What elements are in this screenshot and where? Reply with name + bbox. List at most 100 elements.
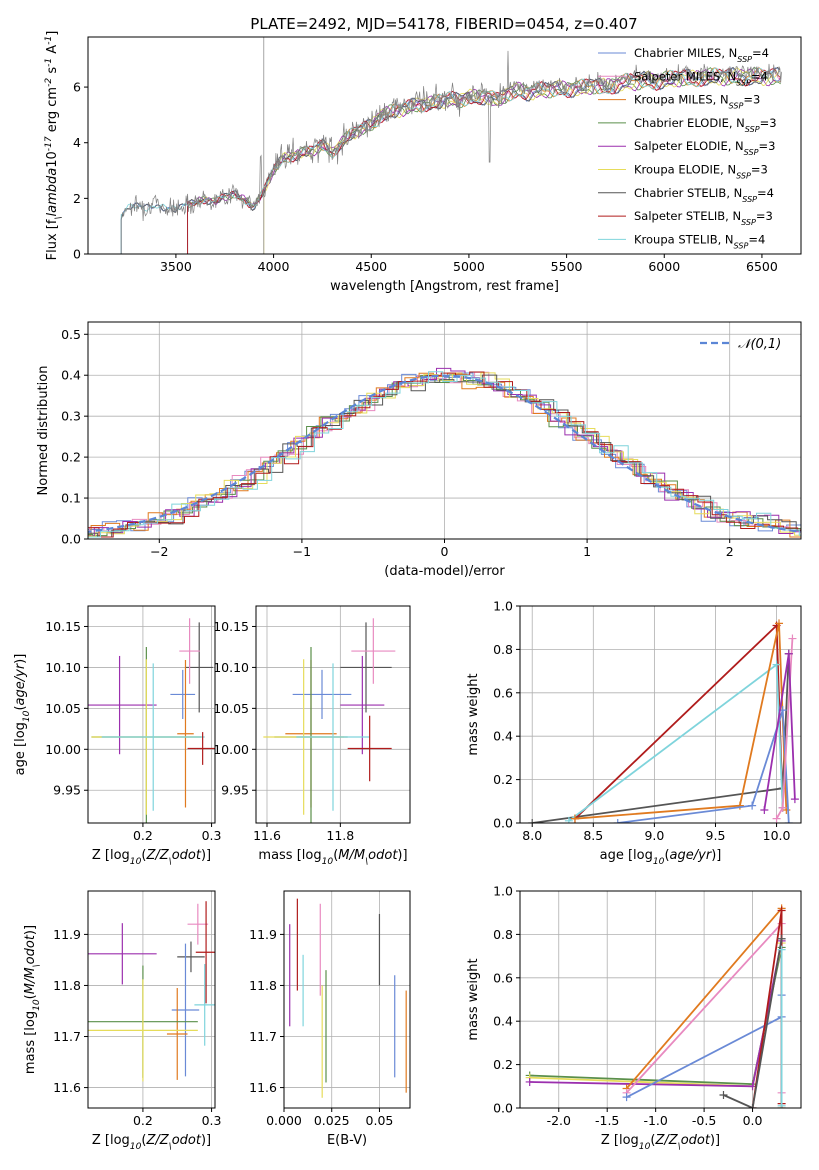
x-tick-label: 11.6 — [253, 828, 281, 843]
axes-frame — [87, 605, 216, 824]
figure-title: PLATE=2492, MJD=54178, FIBERID=0454, z=0… — [250, 15, 637, 33]
y-tick-label: 4 — [73, 135, 81, 150]
mass-weight-line — [617, 709, 790, 823]
plot-area — [263, 618, 396, 823]
axes-frame — [87, 890, 216, 1109]
x-tick-label: -2.0 — [547, 1113, 571, 1128]
x-tick-label: −2 — [150, 544, 168, 559]
y-tick-label: 0.6 — [493, 970, 513, 985]
mass-weight-marker — [777, 1101, 786, 1108]
y-tick-label: 9.95 — [221, 783, 249, 798]
y-axis-label: age [log10(age/yr)] — [13, 654, 32, 776]
x-tick-label: 3500 — [160, 259, 192, 274]
x-tick-label: 5500 — [551, 259, 583, 274]
x-tick-label: 0 — [441, 544, 449, 559]
mass-weight-marker — [772, 814, 781, 823]
x-tick-label: 9.5 — [706, 828, 726, 843]
mass-weight-marker — [777, 934, 786, 943]
mass-weight-marker — [777, 906, 786, 915]
y-tick-label: 10.15 — [213, 619, 249, 634]
mass-weight-marker — [622, 1093, 631, 1102]
x-axis-label: (data-model)/error — [384, 564, 505, 579]
y-tick-label: 0.0 — [61, 532, 81, 547]
y-tick-label: 11.9 — [53, 927, 81, 942]
axes-frame — [519, 890, 802, 1109]
y-tick-label: 11.7 — [249, 1029, 277, 1044]
x-tick-label: 10.0 — [763, 828, 791, 843]
mass-weight-marker — [778, 803, 787, 812]
x-tick-label: 5000 — [453, 259, 485, 274]
mass-weight-line — [568, 662, 784, 822]
mass-weight-marker — [735, 801, 744, 810]
mass-weight-marker — [613, 819, 622, 823]
y-tick-label: 0.8 — [493, 927, 513, 942]
y-tick-label: 0.6 — [493, 685, 513, 700]
mass-weight-marker — [790, 795, 799, 804]
mass-weight-marker — [748, 801, 757, 810]
spectrum-legend: Chabrier MILES, NSSP=4 Salpeter MILES, NS… — [598, 46, 777, 250]
plot-area — [88, 618, 215, 823]
x-tick-label: −1 — [293, 544, 311, 559]
y-tick-label: 0.2 — [493, 1057, 513, 1072]
observed-spectrum-line — [120, 50, 782, 254]
mass-weight-marker — [748, 1104, 757, 1108]
mass-weight-marker — [525, 1077, 534, 1086]
y-tick-label: 10.10 — [213, 660, 249, 675]
y-tick-label: 0.2 — [61, 450, 81, 465]
mass-weight-marker — [528, 819, 537, 823]
x-tick-label: 2 — [726, 544, 734, 559]
x-axis-label: Z [log10(Z/Z\odot)] — [92, 1133, 211, 1152]
mass-weight-marker — [719, 1090, 728, 1099]
axes-frame — [255, 605, 411, 824]
mass-weight-vs-age-axes: 8.0 8.5 9.0 9.5 10.0 0.0 0.2 0.4 0.6 0.8 1.0 age [l… — [466, 599, 802, 867]
legend-label: Chabrier ELODIE, NSSP=3 — [634, 116, 777, 133]
mass-weight-marker — [775, 619, 784, 628]
y-tick-label: 11.6 — [249, 1080, 277, 1095]
y-tick-label: 0.5 — [61, 327, 81, 342]
plot-area — [88, 367, 801, 538]
normal-legend-label: 𝒩(0,1) — [738, 337, 781, 352]
legend-label: Kroupa ELODIE, NSSP=3 — [634, 163, 768, 181]
legend-label: Salpeter MILES, NSSP=4 — [634, 69, 768, 87]
x-tick-label: 0.2 — [133, 828, 153, 843]
y-tick-label: 0.2 — [493, 772, 513, 787]
x-axis-label: Z [log10(Z/Z\odot)] — [601, 1133, 720, 1152]
y-tick-label: 0.4 — [493, 729, 513, 744]
x-tick-label: -0.5 — [692, 1113, 716, 1128]
y-tick-label: 9.95 — [53, 783, 81, 798]
x-tick-label: 8.5 — [583, 828, 603, 843]
legend-label: Kroupa STELIB, NSSP=4 — [634, 232, 765, 250]
y-tick-label: 11.8 — [249, 978, 277, 993]
y-tick-label: 10.05 — [213, 701, 249, 716]
histogram-step — [88, 372, 801, 537]
axes-frame — [87, 36, 802, 255]
x-tick-label: 6000 — [648, 259, 680, 274]
mass-weight-marker — [784, 819, 793, 823]
y-axis-label: mass weight — [466, 958, 481, 1040]
y-tick-label: 0.4 — [61, 368, 81, 383]
y-axis-label: Normed distribution — [36, 366, 51, 496]
x-tick-label: 9.0 — [644, 828, 664, 843]
plot-area — [528, 619, 799, 823]
mass-weight-marker — [570, 814, 579, 823]
mass-vs-Z-axes: 0.2 0.3 11.6 11.7 11.8 11.9 Z [log10(Z/Z\odot)… — [23, 890, 222, 1152]
y-tick-label: 0.1 — [61, 491, 81, 506]
y-axis-label: Flux [f\lambda10-17 erg cm-2 s-1 A-1] — [44, 31, 64, 261]
y-tick-label: 10.10 — [45, 660, 81, 675]
x-tick-label: -1.0 — [643, 1113, 667, 1128]
x-tick-label: -1.5 — [595, 1113, 619, 1128]
y-tick-label: 1.0 — [493, 884, 513, 899]
x-axis-label: wavelength [Angstrom, rest frame] — [330, 279, 559, 294]
y-tick-label: 0.0 — [493, 1101, 513, 1116]
mass-weight-line — [532, 653, 790, 823]
y-tick-label: 11.6 — [53, 1080, 81, 1095]
y-tick-label: 11.9 — [249, 927, 277, 942]
y-tick-label: 6 — [73, 80, 81, 95]
y-tick-label: 1.0 — [493, 599, 513, 614]
legend-label: Chabrier STELIB, NSSP=4 — [634, 186, 774, 204]
mass-weight-line — [723, 938, 783, 1108]
histogram-step — [88, 371, 801, 532]
x-tick-label: 0.3 — [202, 828, 222, 843]
x-tick-label: 0.025 — [314, 1113, 350, 1128]
